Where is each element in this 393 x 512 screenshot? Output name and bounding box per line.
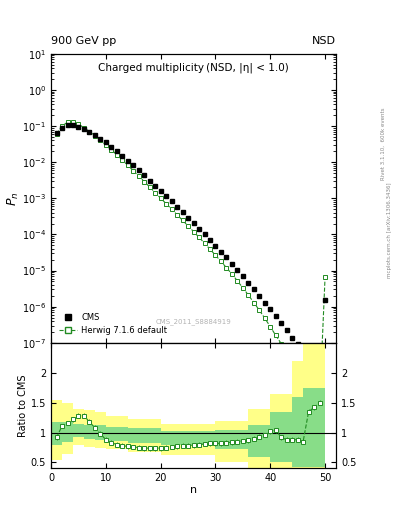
Text: Charged multiplicity (NSD, |η| < 1.0): Charged multiplicity (NSD, |η| < 1.0) — [98, 62, 289, 73]
Text: mcplots.cern.ch [arXiv:1306.3436]: mcplots.cern.ch [arXiv:1306.3436] — [387, 183, 391, 278]
Y-axis label: Ratio to CMS: Ratio to CMS — [18, 374, 28, 437]
X-axis label: n: n — [190, 485, 197, 495]
Text: 900 GeV pp: 900 GeV pp — [51, 36, 116, 46]
Text: Rivet 3.1.10,  600k events: Rivet 3.1.10, 600k events — [381, 107, 386, 180]
Legend: CMS, Herwig 7.1.6 default: CMS, Herwig 7.1.6 default — [55, 310, 171, 338]
Text: NSD: NSD — [312, 36, 336, 46]
Y-axis label: $P_n$: $P_n$ — [6, 191, 21, 205]
Text: CMS_2011_S8884919: CMS_2011_S8884919 — [156, 318, 231, 326]
